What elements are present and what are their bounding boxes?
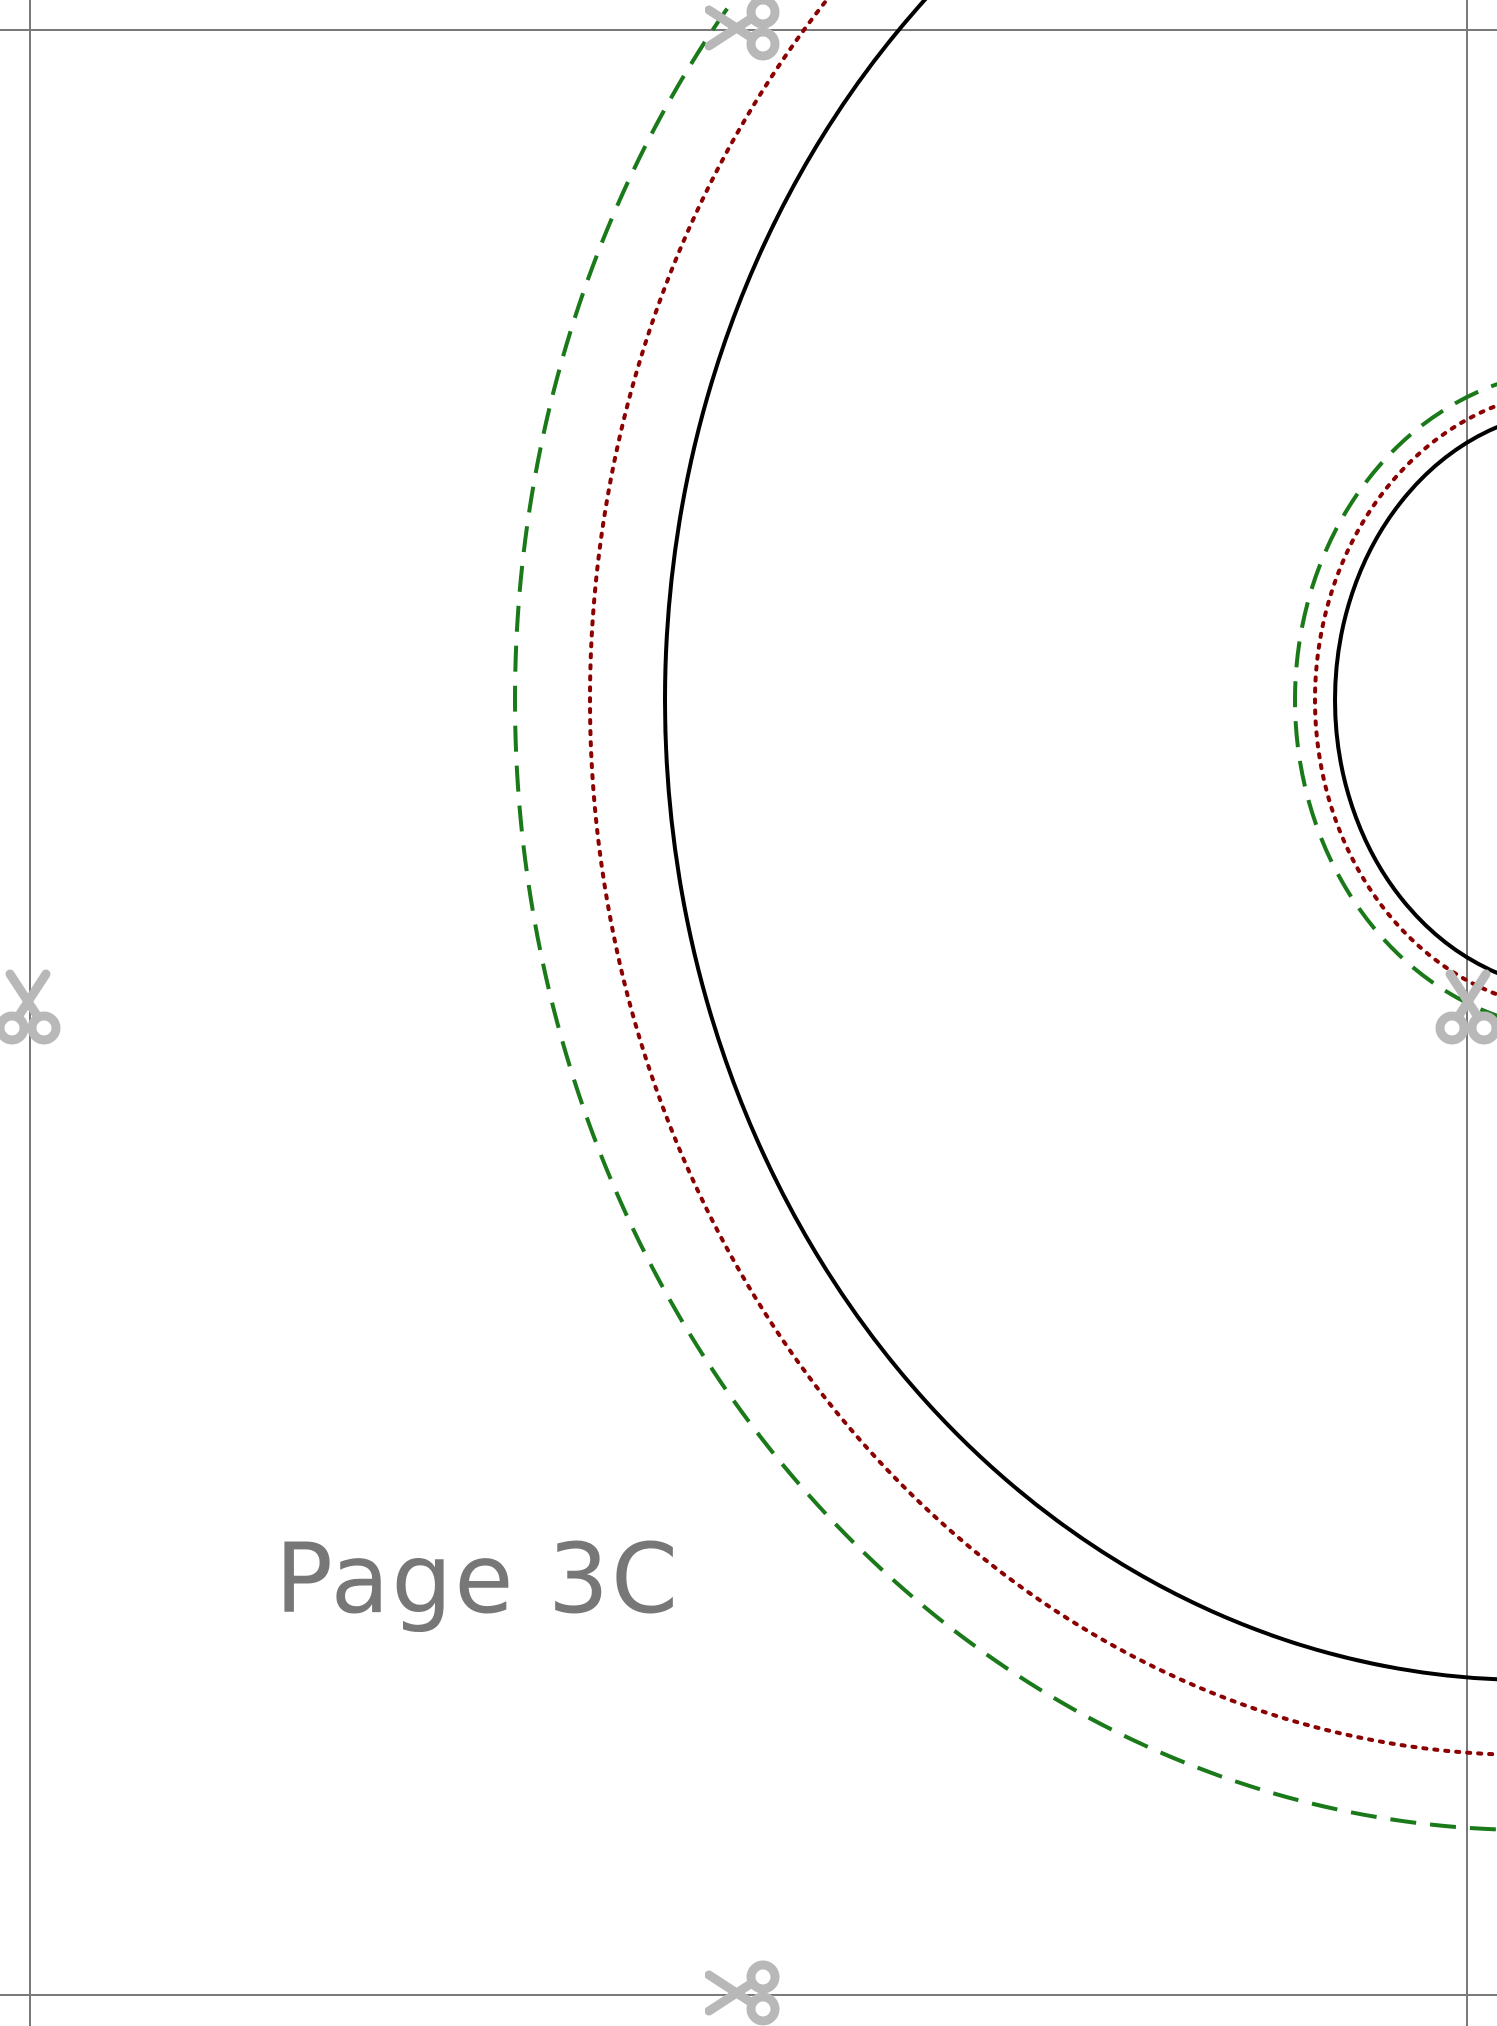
inner-pattern-piece bbox=[1293, 382, 1497, 1018]
inner-cut-line bbox=[1293, 382, 1497, 1018]
scissors-icon bbox=[0, 974, 56, 1040]
outer-pattern-piece bbox=[513, 0, 1497, 1832]
outer-pattern-line bbox=[663, 0, 1497, 1682]
inner-seam-line bbox=[1313, 403, 1497, 997]
outer-cut-line bbox=[513, 0, 1497, 1832]
scissors-icon bbox=[709, 0, 775, 56]
scissors-icon bbox=[709, 1965, 775, 2021]
outer-seam-line bbox=[588, 0, 1497, 1757]
inner-pattern-line bbox=[1333, 425, 1497, 975]
page-label: Page 3C bbox=[275, 1523, 680, 1635]
